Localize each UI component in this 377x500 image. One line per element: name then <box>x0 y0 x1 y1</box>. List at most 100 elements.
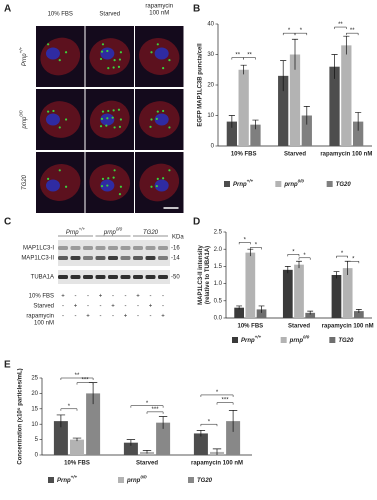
significance-bracket <box>216 402 234 405</box>
legend-swatch <box>280 337 287 343</box>
puncta <box>156 110 159 113</box>
nucleus <box>154 47 169 60</box>
puncta <box>106 117 109 120</box>
puncta <box>113 169 116 172</box>
significance-label: * <box>216 390 219 396</box>
puncta <box>117 108 121 111</box>
bar <box>238 69 249 146</box>
error-bar <box>355 112 362 131</box>
y-tick-label: 2.5 <box>214 230 223 236</box>
bar <box>301 115 312 146</box>
band <box>120 256 131 260</box>
legend-label: Prnp+/+ <box>57 475 78 484</box>
treatment-sign: - <box>87 304 89 310</box>
significance-bracket <box>60 377 94 380</box>
significance-label: * <box>292 249 295 255</box>
error-bar <box>56 414 66 428</box>
treatment-sign: - <box>100 304 102 310</box>
puncta <box>58 169 61 172</box>
bar <box>282 269 293 318</box>
band <box>70 256 81 260</box>
bar <box>342 268 353 318</box>
treatment-sign: - <box>112 294 114 300</box>
significance-bracket <box>298 257 311 260</box>
band <box>83 275 93 279</box>
puncta <box>107 109 110 113</box>
puncta <box>58 126 61 129</box>
puncta <box>113 59 116 62</box>
puncta <box>150 51 153 54</box>
puncta <box>100 117 104 120</box>
y-tick-label: 1.5 <box>214 264 223 270</box>
bar <box>226 121 237 146</box>
cytoplasm-stain <box>39 101 81 138</box>
treatment-sign: + <box>61 294 65 300</box>
x-tick-label: rapamycin 100 nM <box>320 152 372 158</box>
error-bar <box>158 416 168 429</box>
significance-label: * <box>341 251 344 257</box>
treatment-sign: + <box>111 304 115 310</box>
puncta <box>118 192 122 196</box>
error-bar <box>258 305 265 313</box>
error-bar <box>284 266 291 274</box>
legend-swatch <box>275 181 282 187</box>
puncta <box>64 185 68 188</box>
nucleus <box>154 179 169 192</box>
error-bar <box>212 448 222 455</box>
legend-label: Prnp+/+ <box>233 179 254 188</box>
treatment-sign: + <box>74 304 78 310</box>
treatment-label: 100 nM <box>34 321 54 327</box>
band <box>83 246 93 250</box>
puncta <box>113 126 116 129</box>
significance-bracket <box>76 382 94 385</box>
puncta <box>155 185 158 188</box>
treatment-sign: - <box>137 304 139 310</box>
y-tick-label: 20 <box>207 83 214 89</box>
panel-label: D <box>193 217 200 228</box>
puncta <box>106 49 109 53</box>
treatment-sign: - <box>62 304 64 310</box>
puncta <box>162 109 165 113</box>
puncta <box>168 169 171 172</box>
puncta <box>99 125 103 128</box>
error-bar <box>126 439 136 446</box>
treatment-sign: - <box>100 314 102 320</box>
puncta <box>100 185 104 188</box>
row-label-main: TG20 <box>22 174 28 190</box>
band <box>58 275 68 279</box>
blot-membrane <box>58 240 170 266</box>
puncta <box>101 177 105 180</box>
x-tick-label: 10% FBS <box>231 152 257 158</box>
legend-label-main: Prnp <box>241 338 255 344</box>
bar <box>234 307 245 318</box>
bar <box>123 442 138 455</box>
legend-label-sup: +/+ <box>71 475 78 480</box>
puncta <box>150 185 153 188</box>
y-tick-label: 0.0 <box>214 316 223 322</box>
puncta <box>101 43 105 46</box>
error-bar <box>252 119 259 130</box>
cytoplasm-stain <box>40 164 81 201</box>
column-header: rapamycin <box>145 4 173 10</box>
significance-label: *** <box>152 407 160 413</box>
treatment-sign: + <box>161 314 165 320</box>
y-tick-label: 0 <box>211 144 215 150</box>
bar <box>245 252 256 318</box>
treatment-sign: - <box>75 314 77 320</box>
puncta <box>168 126 171 129</box>
legend-label-main: prnp <box>126 478 141 484</box>
band <box>120 246 131 250</box>
band <box>95 275 106 279</box>
treatment-sign: - <box>87 294 89 300</box>
significance-bracket <box>294 32 308 36</box>
nucleus <box>45 179 60 192</box>
puncta <box>155 117 158 120</box>
x-tick-label: Starved <box>136 461 158 467</box>
row-label-sup: +/+ <box>19 47 24 54</box>
y-axis-label: EGFP MAP1LC3B puncta/cell <box>198 43 204 127</box>
legend-label-main: TG20 <box>197 478 213 484</box>
nucleus <box>154 113 169 126</box>
legend-label-main: TG20 <box>336 182 352 188</box>
